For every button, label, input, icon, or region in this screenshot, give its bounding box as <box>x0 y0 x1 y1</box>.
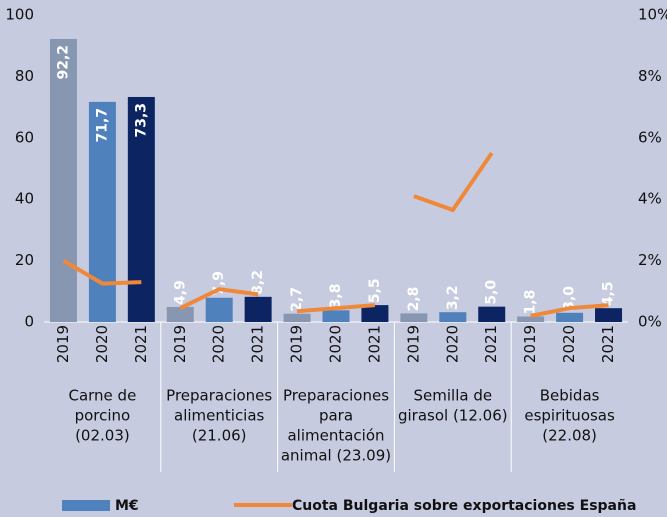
bar <box>595 308 623 322</box>
group-label: girasol (12.06) <box>398 407 508 425</box>
group-label: porcino <box>75 407 131 425</box>
share-line <box>179 287 259 310</box>
x-tick-label: 2019 <box>288 325 306 363</box>
x-tick-label: 2021 <box>482 325 500 363</box>
value-label: 71,7 <box>94 108 110 143</box>
bar <box>556 312 584 322</box>
y2-tick-label: 4% <box>638 190 662 208</box>
bar <box>205 297 233 322</box>
group-label: (21.06) <box>192 427 247 445</box>
bar <box>49 38 77 323</box>
legend-swatch <box>62 500 110 511</box>
bar <box>244 296 272 322</box>
x-tick-label: 2020 <box>327 325 345 363</box>
x-tick-label: 2020 <box>560 325 578 363</box>
x-tick-label: 2021 <box>599 325 617 363</box>
group-label: Preparaciones <box>283 387 389 405</box>
value-label: 3,0 <box>562 286 578 311</box>
group-label: (22.08) <box>542 427 597 445</box>
value-label: 8,2 <box>250 270 266 295</box>
y-tick-label: 0 <box>24 313 34 331</box>
value-label: 5,5 <box>367 278 383 303</box>
value-label: 5,0 <box>484 280 500 305</box>
group-label: espirituosas <box>524 407 615 425</box>
y-tick-label: 80 <box>15 67 34 85</box>
share-line <box>530 303 609 318</box>
bar <box>127 96 155 323</box>
share-line <box>413 152 494 213</box>
bar <box>283 313 311 322</box>
bar <box>322 310 350 322</box>
value-label: 2,8 <box>406 287 422 312</box>
y-tick-label: 40 <box>15 190 34 208</box>
x-tick-label: 2021 <box>249 325 267 363</box>
y2-tick-label: 0% <box>638 313 662 331</box>
bar <box>166 306 194 322</box>
group-label: (02.03) <box>75 427 130 445</box>
value-label: 4,5 <box>601 281 617 306</box>
y-tick-label: 20 <box>15 251 34 269</box>
x-tick-label: 2019 <box>171 325 189 363</box>
group-label: alimenticias <box>174 407 265 425</box>
value-label: 2,7 <box>289 287 305 312</box>
share-line <box>62 258 142 286</box>
bar <box>517 316 545 322</box>
value-label: 73,3 <box>133 103 149 138</box>
y-tick-label: 60 <box>15 128 34 146</box>
group-label: Carne de <box>68 387 136 405</box>
value-label: 3,8 <box>328 284 344 309</box>
value-label: 4,9 <box>172 280 188 305</box>
group-label: animal (23.09) <box>281 447 391 465</box>
group-label: para <box>319 407 353 425</box>
y2-tick-label: 8% <box>638 67 662 85</box>
share-line <box>296 303 376 314</box>
bar <box>478 306 506 322</box>
value-label: 1,8 <box>523 290 539 315</box>
group-label: alimentación <box>287 427 384 445</box>
legend-label: M€ <box>115 498 139 514</box>
x-tick-label: 2021 <box>365 325 383 363</box>
group-label: Semilla de <box>414 387 493 405</box>
value-label: 3,2 <box>445 285 461 310</box>
legend-label: Cuota Bulgaria sobre exportaciones Españ… <box>292 498 636 514</box>
group-label: Preparaciones <box>166 387 272 405</box>
bar <box>361 305 389 322</box>
y2-tick-label: 2% <box>638 251 662 269</box>
bar <box>400 313 428 322</box>
x-tick-label: 2019 <box>521 325 539 363</box>
x-tick-label: 2020 <box>210 325 228 363</box>
y2-tick-label: 6% <box>638 128 662 146</box>
x-tick-label: 2019 <box>54 325 72 363</box>
bar <box>439 312 467 322</box>
x-tick-label: 2019 <box>404 325 422 363</box>
y-tick-label: 100 <box>5 6 34 24</box>
group-label: Bebidas <box>540 387 600 405</box>
y2-tick-label: 10% <box>638 6 667 24</box>
x-tick-label: 2021 <box>132 325 150 363</box>
value-label: 92,2 <box>55 45 71 80</box>
x-tick-label: 2020 <box>443 325 461 363</box>
x-tick-label: 2020 <box>93 325 111 363</box>
